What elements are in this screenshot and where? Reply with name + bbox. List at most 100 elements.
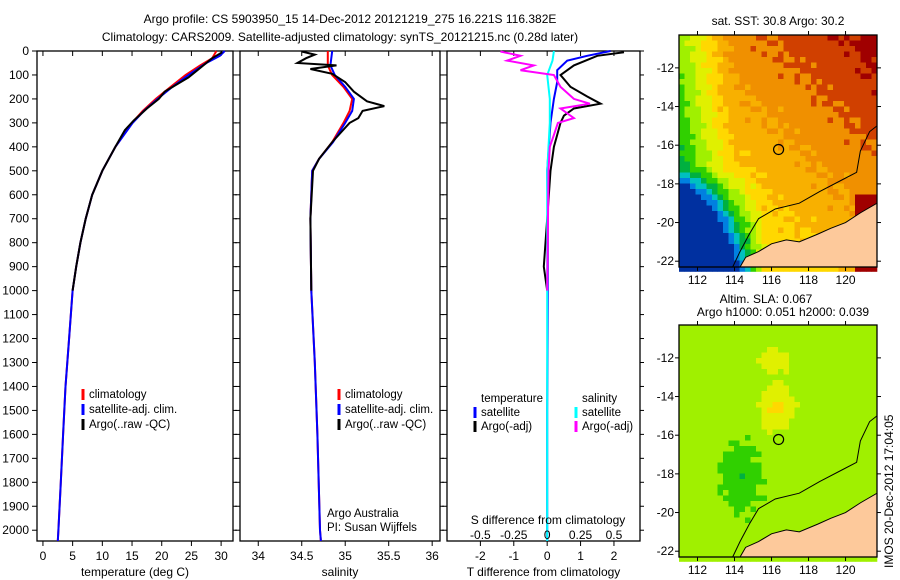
map-cell bbox=[728, 512, 735, 518]
map-cell bbox=[690, 216, 696, 223]
map-cell bbox=[783, 484, 790, 491]
x-tick-label: 30 bbox=[214, 549, 228, 563]
map-cell bbox=[838, 205, 845, 212]
map-cell bbox=[860, 424, 867, 430]
map-cell bbox=[690, 260, 696, 267]
map-cell bbox=[701, 490, 707, 496]
map-cell bbox=[679, 330, 685, 337]
map-cell bbox=[822, 266, 828, 272]
map-cell bbox=[866, 385, 872, 392]
map-cell bbox=[728, 341, 735, 348]
map-cell bbox=[855, 330, 861, 337]
map-cell bbox=[734, 440, 740, 447]
map-cell bbox=[690, 380, 696, 386]
map-cell bbox=[739, 385, 746, 392]
map-cell bbox=[723, 468, 729, 474]
map-cell bbox=[695, 396, 702, 403]
map-cell bbox=[701, 352, 707, 359]
map-cell bbox=[794, 51, 801, 58]
map-cell bbox=[860, 40, 867, 47]
map-cell bbox=[679, 517, 685, 524]
map-cell bbox=[833, 495, 839, 502]
map-cell bbox=[800, 440, 806, 447]
map-cell bbox=[816, 501, 823, 507]
map-cell bbox=[833, 336, 839, 342]
map-cell bbox=[756, 435, 762, 441]
map-cell bbox=[811, 57, 817, 63]
map-cell bbox=[723, 266, 729, 272]
map-cell bbox=[849, 84, 856, 91]
map-cell bbox=[778, 189, 784, 195]
map-cell bbox=[717, 380, 724, 386]
map-cell bbox=[679, 233, 685, 239]
map-cell bbox=[756, 451, 762, 458]
x-tick-label: 116 bbox=[762, 273, 781, 287]
map-cell bbox=[772, 139, 779, 146]
map-cell bbox=[871, 418, 878, 425]
map-cell bbox=[712, 539, 718, 546]
map-cell bbox=[783, 495, 790, 502]
map-cell bbox=[750, 117, 757, 124]
map-cell bbox=[783, 150, 790, 157]
map-cell bbox=[706, 90, 713, 96]
map-cell bbox=[745, 402, 751, 408]
map-cell bbox=[750, 139, 757, 146]
map-cell bbox=[739, 380, 746, 386]
map-cell bbox=[844, 473, 850, 480]
map-cell bbox=[827, 446, 834, 452]
map-cell bbox=[849, 40, 856, 47]
x-tick-label: 34 bbox=[252, 549, 266, 563]
map-cell bbox=[811, 68, 817, 74]
map-cell bbox=[800, 51, 806, 58]
map-cell bbox=[717, 363, 724, 370]
map-cell bbox=[717, 435, 724, 441]
map-cell bbox=[860, 396, 867, 403]
map-cell bbox=[750, 222, 757, 228]
map-cell bbox=[728, 95, 735, 102]
map-cell bbox=[849, 101, 856, 107]
map-cell bbox=[745, 167, 751, 173]
map-cell bbox=[860, 51, 867, 58]
map-cell bbox=[695, 249, 702, 256]
map-cell bbox=[679, 490, 685, 496]
map-cell bbox=[794, 139, 801, 146]
map-cell bbox=[783, 211, 790, 217]
map-cell bbox=[772, 490, 779, 496]
map-cell bbox=[756, 473, 762, 480]
map-cell bbox=[866, 424, 872, 430]
map-cell bbox=[866, 325, 872, 331]
map-cell bbox=[728, 418, 735, 425]
map-cell bbox=[805, 523, 812, 529]
map-cell bbox=[805, 424, 812, 430]
map-cell bbox=[701, 385, 707, 392]
map-cell bbox=[844, 325, 850, 331]
map-cell bbox=[772, 178, 779, 184]
map-cell bbox=[756, 35, 762, 41]
map-cell bbox=[800, 222, 806, 228]
map-cell bbox=[756, 117, 762, 124]
map-cell bbox=[739, 435, 746, 441]
map-cell bbox=[717, 556, 724, 562]
map-cell bbox=[734, 341, 740, 348]
map-cell bbox=[855, 128, 861, 135]
map-cell bbox=[772, 358, 779, 364]
map-cell bbox=[750, 172, 757, 179]
map-cell bbox=[767, 51, 773, 58]
map-cell bbox=[684, 429, 691, 436]
map-cell bbox=[712, 172, 718, 179]
map-cell bbox=[827, 462, 834, 469]
map-cell bbox=[706, 462, 713, 469]
map-cell bbox=[756, 145, 762, 151]
sst-map: 112 114 116 118 120-12-14-16-18-20-22 bbox=[657, 31, 881, 287]
map-cell bbox=[701, 255, 707, 261]
y-tick-label: -14 bbox=[657, 390, 675, 404]
map-cell bbox=[827, 451, 834, 458]
map-cell bbox=[717, 79, 724, 85]
map-cell bbox=[767, 145, 773, 151]
map-cell bbox=[701, 413, 707, 419]
map-cell bbox=[712, 249, 718, 256]
map-cell bbox=[695, 407, 702, 414]
map-cell bbox=[838, 46, 845, 52]
series-line-argo-raw-qc- bbox=[293, 50, 385, 291]
map-cell bbox=[866, 35, 872, 41]
